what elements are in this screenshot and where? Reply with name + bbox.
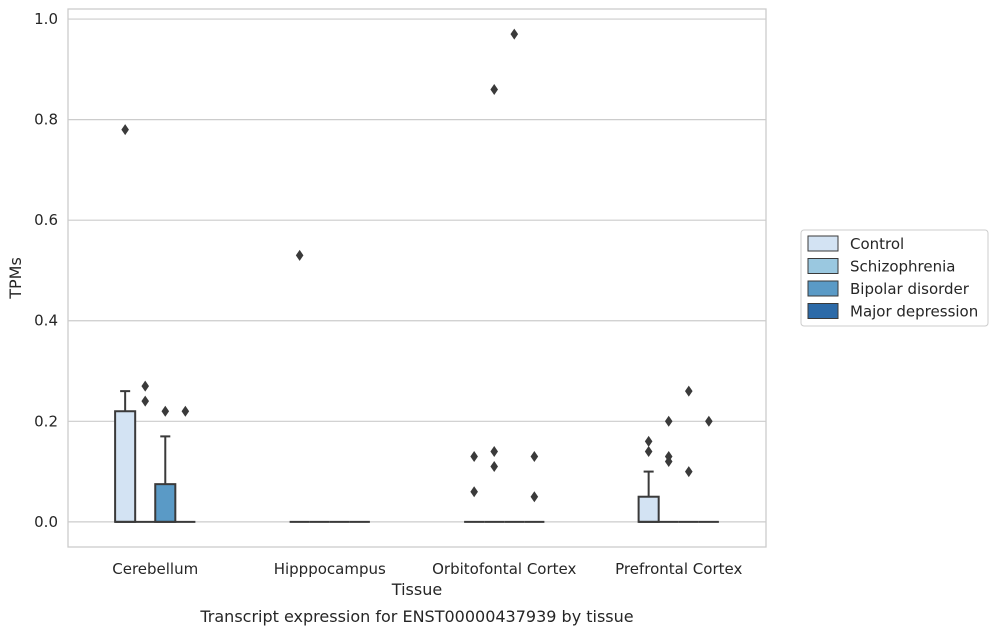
outlier-point xyxy=(510,28,519,40)
outlier-point xyxy=(664,415,673,427)
legend-label: Schizophrenia xyxy=(850,258,955,276)
box-body xyxy=(637,495,660,523)
legend-swatch xyxy=(807,303,839,319)
outlier-point xyxy=(644,445,653,457)
outlier-point xyxy=(530,450,539,462)
y-tick-label: 0.2 xyxy=(34,412,58,430)
grid-lines xyxy=(68,18,766,523)
legend-label: Control xyxy=(850,235,904,253)
legend-swatch xyxy=(807,280,839,297)
outlier-point xyxy=(161,405,170,417)
box-bipolar-disorder xyxy=(154,435,177,523)
outlier-point xyxy=(490,461,499,473)
plot-area-frame xyxy=(67,8,767,548)
outlier-point xyxy=(181,405,190,417)
legend-item: Schizophrenia xyxy=(807,258,955,276)
y-tick-label: 0.8 xyxy=(34,111,58,129)
outlier-point xyxy=(141,380,150,392)
x-tick-label: Hipppocampus xyxy=(274,560,386,578)
legend-swatch xyxy=(807,235,839,252)
outlier-point xyxy=(490,445,499,457)
legend-item: Control xyxy=(807,235,904,253)
box-body xyxy=(154,483,177,523)
y-tick-labels: 0.0 0.2 0.4 0.6 0.8 1.0 xyxy=(34,10,58,531)
y-tick-label: 1.0 xyxy=(34,10,58,28)
outlier-point xyxy=(684,466,693,478)
boxes xyxy=(114,390,719,523)
y-tick-label: 0.0 xyxy=(34,513,58,531)
outlier-point xyxy=(295,249,304,261)
outlier-point xyxy=(684,385,693,397)
legend-label: Major depression xyxy=(850,303,978,321)
x-tick-label: Prefrontal Cortex xyxy=(615,560,742,578)
outlier-points xyxy=(121,28,713,503)
box-control xyxy=(637,470,660,523)
y-tick-label: 0.4 xyxy=(34,312,58,330)
figure-caption: Transcript expression for ENST0000043793… xyxy=(199,607,633,626)
legend-frame xyxy=(800,229,989,327)
legend: Control Schizophrenia Bipolar disorder Majo… xyxy=(800,229,989,327)
x-tick-label: Cerebellum xyxy=(112,560,198,578)
box-body xyxy=(114,410,137,523)
x-axis-label: Tissue xyxy=(391,580,442,599)
outlier-point xyxy=(141,395,150,407)
outlier-point xyxy=(530,491,539,503)
outlier-point xyxy=(644,435,653,447)
legend-item: Major depression xyxy=(807,303,978,321)
legend-label: Bipolar disorder xyxy=(850,280,970,298)
box-control xyxy=(114,390,137,523)
legend-item: Bipolar disorder xyxy=(807,280,970,298)
outlier-point xyxy=(490,83,499,95)
outlier-point xyxy=(121,124,129,136)
y-tick-label: 0.6 xyxy=(34,211,58,229)
legend-items: Control Schizophrenia Bipolar disorder Majo… xyxy=(807,235,978,321)
outlier-point xyxy=(705,415,713,427)
outlier-point xyxy=(470,450,478,462)
legend-swatch xyxy=(807,258,839,274)
outlier-point xyxy=(664,456,673,468)
x-tick-labels: Cerebellum Hipppocampus Orbitofontal Corte… xyxy=(112,560,742,578)
x-tick-label: Orbitofontal Cortex xyxy=(432,560,576,578)
outlier-point xyxy=(470,486,478,498)
y-axis-label: TPMs xyxy=(6,257,25,300)
